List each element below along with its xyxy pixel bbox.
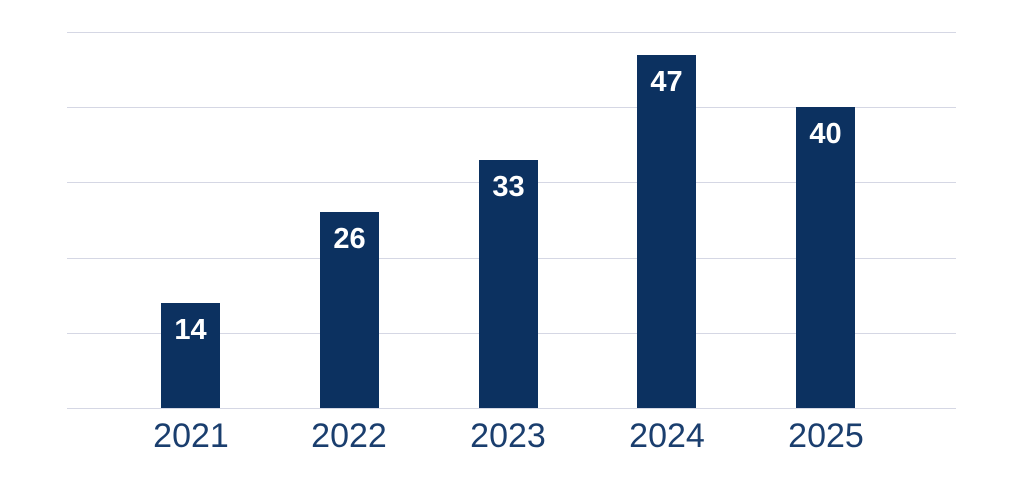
x-axis-line xyxy=(67,408,956,409)
bar-value-label: 47 xyxy=(650,66,683,98)
bar-2025: 40 xyxy=(796,107,855,408)
x-axis-label-2021: 2021 xyxy=(153,417,229,455)
bar-value-label: 26 xyxy=(333,223,366,255)
bar-value-label: 40 xyxy=(809,118,842,150)
gridline xyxy=(67,107,956,108)
bar-2023: 33 xyxy=(479,160,538,408)
x-axis-label-2025: 2025 xyxy=(788,417,864,455)
bar-2022: 26 xyxy=(320,212,379,408)
x-axis-label-2023: 2023 xyxy=(470,417,546,455)
x-axis-label-2022: 2022 xyxy=(311,417,387,455)
bar-2024: 47 xyxy=(637,55,696,408)
bar-value-label: 33 xyxy=(492,171,525,203)
bar-value-label: 14 xyxy=(174,314,207,346)
x-axis-label-2024: 2024 xyxy=(629,417,705,455)
bar-2021: 14 xyxy=(161,303,220,408)
gridline xyxy=(67,32,956,33)
